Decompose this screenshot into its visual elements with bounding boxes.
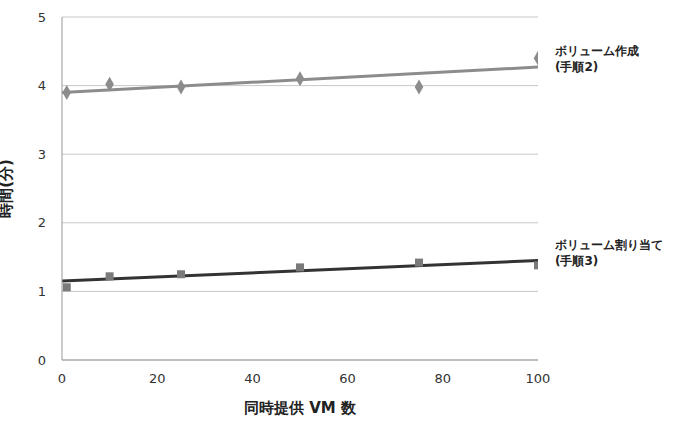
svg-text:2: 2 [38,215,46,230]
svg-text:0: 0 [58,371,66,386]
svg-text:5: 5 [38,10,46,25]
svg-text:80: 80 [435,371,452,386]
svg-text:4: 4 [38,78,46,93]
svg-text:時間(分): 時間(分) [8,159,15,218]
svg-text:100: 100 [526,371,551,386]
svg-text:同時提供 VM 数: 同時提供 VM 数 [244,399,357,417]
svg-text:ボリューム作成(手順2): ボリューム作成(手順2) [554,44,639,74]
svg-text:3: 3 [38,147,46,162]
svg-text:0: 0 [38,353,46,368]
svg-text:ボリューム割り当て(手順3): ボリューム割り当て(手順3) [554,238,663,268]
svg-text:60: 60 [339,371,356,386]
svg-text:1: 1 [38,284,46,299]
svg-text:40: 40 [244,371,261,386]
svg-text:20: 20 [149,371,166,386]
